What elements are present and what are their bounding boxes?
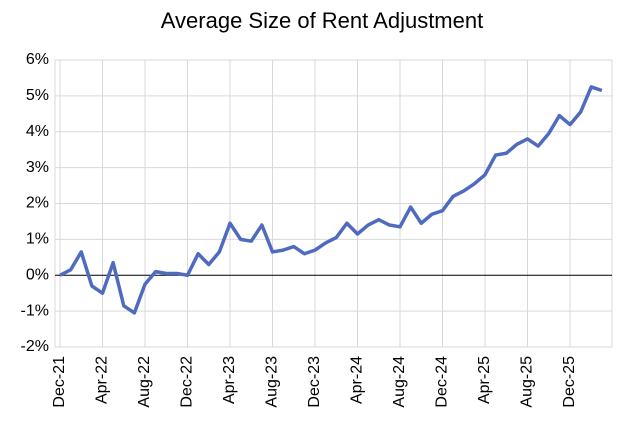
line-series <box>59 85 603 315</box>
y-tick-label: 2% <box>26 195 49 212</box>
x-tick-label: Dec-25 <box>561 356 578 408</box>
y-tick-label: 1% <box>26 231 49 248</box>
x-tick-label: Dec-22 <box>179 356 196 408</box>
x-tick-label: Dec-24 <box>434 356 451 408</box>
x-tick-label: Aug-24 <box>391 356 408 408</box>
chart-title: Average Size of Rent Adjustment <box>161 8 483 33</box>
x-tick-label: Aug-23 <box>264 356 281 408</box>
y-tick-label: 5% <box>26 87 49 104</box>
x-tick-label: Aug-22 <box>136 356 153 408</box>
y-tick-label: 0% <box>26 266 49 283</box>
y-tick-label: 4% <box>26 123 49 140</box>
x-tick-label: Apr-23 <box>221 356 238 404</box>
y-tick-label: -1% <box>21 302 49 319</box>
y-tick-label: 3% <box>26 159 49 176</box>
x-tick-label: Apr-24 <box>349 356 366 404</box>
x-tick-label: Dec-23 <box>306 356 323 408</box>
plot-border <box>54 59 613 348</box>
x-tick-label: Apr-22 <box>94 356 111 404</box>
x-tick-label: Dec-21 <box>51 356 68 408</box>
x-tick-label: Aug-25 <box>519 356 536 408</box>
y-tick-label: 6% <box>26 51 49 68</box>
x-tick-label: Apr-25 <box>476 356 493 404</box>
y-tick-label: -2% <box>21 338 49 355</box>
